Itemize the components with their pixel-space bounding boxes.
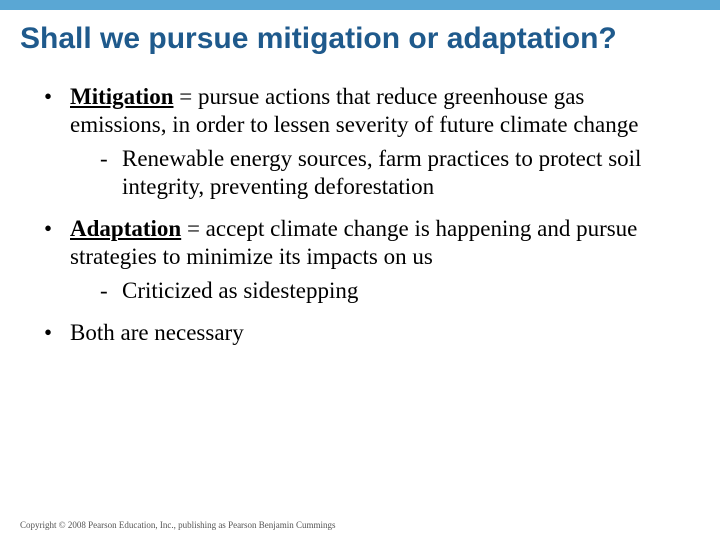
sub-bullet-mitigation-1: - Renewable energy sources, farm practic… (40, 145, 680, 201)
bullet-marker: • (40, 319, 70, 347)
bullet-text: Adaptation = accept climate change is ha… (70, 215, 680, 271)
copyright-footer: Copyright © 2008 Pearson Education, Inc.… (20, 520, 336, 530)
term-adaptation: Adaptation (70, 216, 181, 241)
bullet-mitigation: • Mitigation = pursue actions that reduc… (40, 83, 680, 139)
sub-marker: - (100, 145, 122, 201)
term-mitigation: Mitigation (70, 84, 174, 109)
sub-bullet-adaptation-1: - Criticized as sidestepping (40, 277, 680, 305)
slide-title: Shall we pursue mitigation or adaptation… (0, 10, 720, 65)
sub-text: Criticized as sidestepping (122, 277, 680, 305)
bullet-text: Both are necessary (70, 319, 680, 347)
top-accent-bar (0, 0, 720, 10)
bullet-both: • Both are necessary (40, 319, 680, 347)
sub-text: Renewable energy sources, farm practices… (122, 145, 680, 201)
bullet-marker: • (40, 215, 70, 271)
bullet-adaptation: • Adaptation = accept climate change is … (40, 215, 680, 271)
sub-marker: - (100, 277, 122, 305)
bullet-text: Mitigation = pursue actions that reduce … (70, 83, 680, 139)
bullet-marker: • (40, 83, 70, 139)
slide-content: • Mitigation = pursue actions that reduc… (0, 65, 720, 347)
